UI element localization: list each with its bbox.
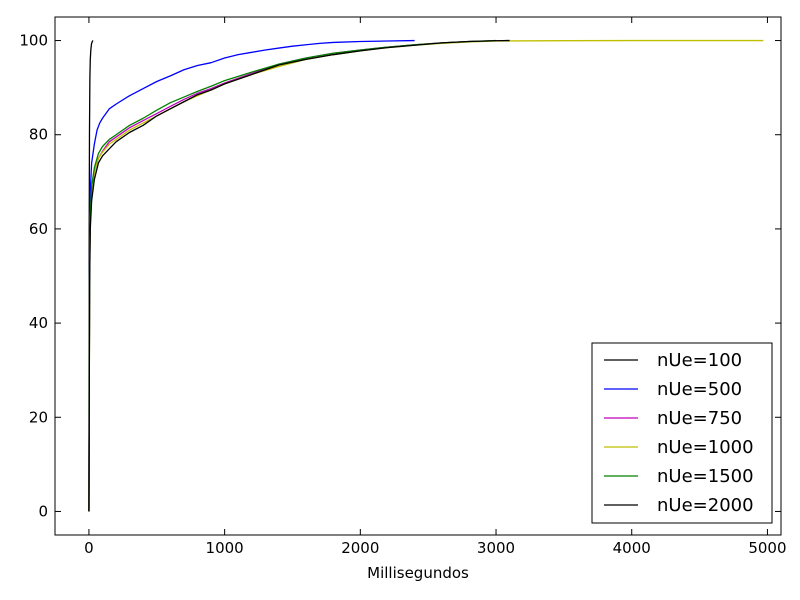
x-tick-label: 4000 [613,539,651,557]
y-tick-label: 100 [19,32,48,50]
legend-label: nUe=1500 [657,466,754,487]
y-tick-label: 60 [29,220,48,238]
x-tick-label: 1000 [206,539,244,557]
legend-label: nUe=500 [657,379,742,400]
legend-label: nUe=2000 [657,495,754,516]
legend-label: nUe=100 [657,350,742,371]
plot-frame [54,16,782,536]
x-tick-label: 3000 [477,539,515,557]
x-tick-label: 5000 [748,539,786,557]
series-line-6 [88,39,510,512]
legend-label: nUe=1000 [657,437,754,458]
y-tick-label: 40 [29,314,48,332]
legend: nUe=100 nUe=500 nUe=750 nUe=1000 nUe=1500 nUe… [591,342,773,524]
y-tick-label: 0 [38,502,48,520]
series-line-2 [88,39,415,512]
ticks-layer: 0 1000 2000 3000 4000 5000 0 20 40 60 80 100 [19,17,787,557]
legend-label: nUe=750 [657,408,742,429]
legend-box [591,342,773,524]
x-axis-label: Millisegundos [367,564,469,582]
series-layer [88,39,764,512]
legend-entries: nUe=100 nUe=500 nUe=750 nUe=1000 nUe=1500 nUe… [604,350,754,516]
y-tick-label: 80 [29,126,48,144]
x-tick-label: 0 [84,539,94,557]
series-line-1 [88,40,94,512]
x-tick-label: 2000 [341,539,379,557]
y-tick-label: 20 [29,408,48,426]
